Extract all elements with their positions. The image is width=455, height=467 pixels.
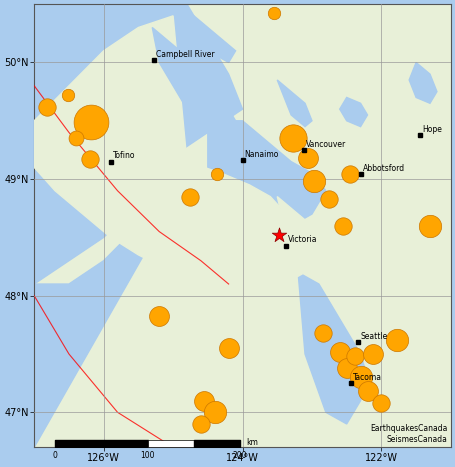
Polygon shape	[277, 80, 312, 127]
Polygon shape	[34, 179, 187, 447]
Point	[305, 155, 312, 162]
Point	[211, 409, 218, 416]
Point	[426, 222, 434, 229]
Point	[87, 118, 95, 126]
Polygon shape	[34, 4, 451, 447]
Point	[310, 177, 318, 185]
Point	[336, 348, 344, 355]
Polygon shape	[152, 28, 236, 133]
Text: Vancouver: Vancouver	[306, 140, 346, 149]
Text: Seattle: Seattle	[360, 332, 388, 341]
Point	[339, 222, 347, 229]
Text: Abbotsford: Abbotsford	[364, 164, 405, 173]
Polygon shape	[298, 272, 368, 424]
Point	[378, 399, 385, 407]
Point	[197, 420, 204, 428]
Text: Tacoma: Tacoma	[353, 373, 382, 382]
Point	[43, 103, 51, 111]
Point	[201, 397, 208, 404]
Point	[357, 374, 364, 381]
Point	[347, 170, 354, 178]
Point	[351, 353, 359, 360]
Text: Nanaimo: Nanaimo	[245, 150, 279, 159]
Text: 0: 0	[53, 451, 57, 460]
Point	[369, 350, 377, 358]
Polygon shape	[326, 232, 336, 249]
Text: km: km	[246, 438, 258, 446]
Polygon shape	[20, 16, 312, 290]
Text: 100: 100	[141, 451, 155, 460]
Point	[213, 170, 221, 178]
Point	[289, 134, 296, 142]
Text: Tofino: Tofino	[113, 151, 135, 161]
Point	[364, 388, 371, 395]
Point	[225, 345, 233, 352]
Text: Campbell River: Campbell River	[157, 50, 215, 59]
Point	[319, 329, 327, 337]
Text: Victoria: Victoria	[288, 235, 318, 244]
Point	[276, 231, 283, 239]
Polygon shape	[180, 10, 236, 63]
Point	[64, 92, 71, 99]
Point	[326, 195, 333, 203]
Point	[343, 364, 350, 372]
Polygon shape	[194, 226, 312, 263]
Point	[86, 156, 93, 163]
Polygon shape	[208, 121, 326, 226]
Polygon shape	[34, 4, 451, 447]
Point	[187, 193, 194, 200]
Point	[156, 312, 163, 319]
Point	[72, 134, 80, 142]
Polygon shape	[409, 63, 437, 103]
Point	[393, 336, 400, 344]
Text: Hope: Hope	[422, 125, 442, 134]
Text: EarthquakesCanada
SeismesCanada: EarthquakesCanada SeismesCanada	[370, 425, 447, 444]
Text: 200: 200	[233, 451, 248, 460]
Polygon shape	[34, 4, 243, 284]
Polygon shape	[340, 98, 368, 127]
Polygon shape	[277, 197, 326, 255]
Point	[270, 10, 278, 17]
